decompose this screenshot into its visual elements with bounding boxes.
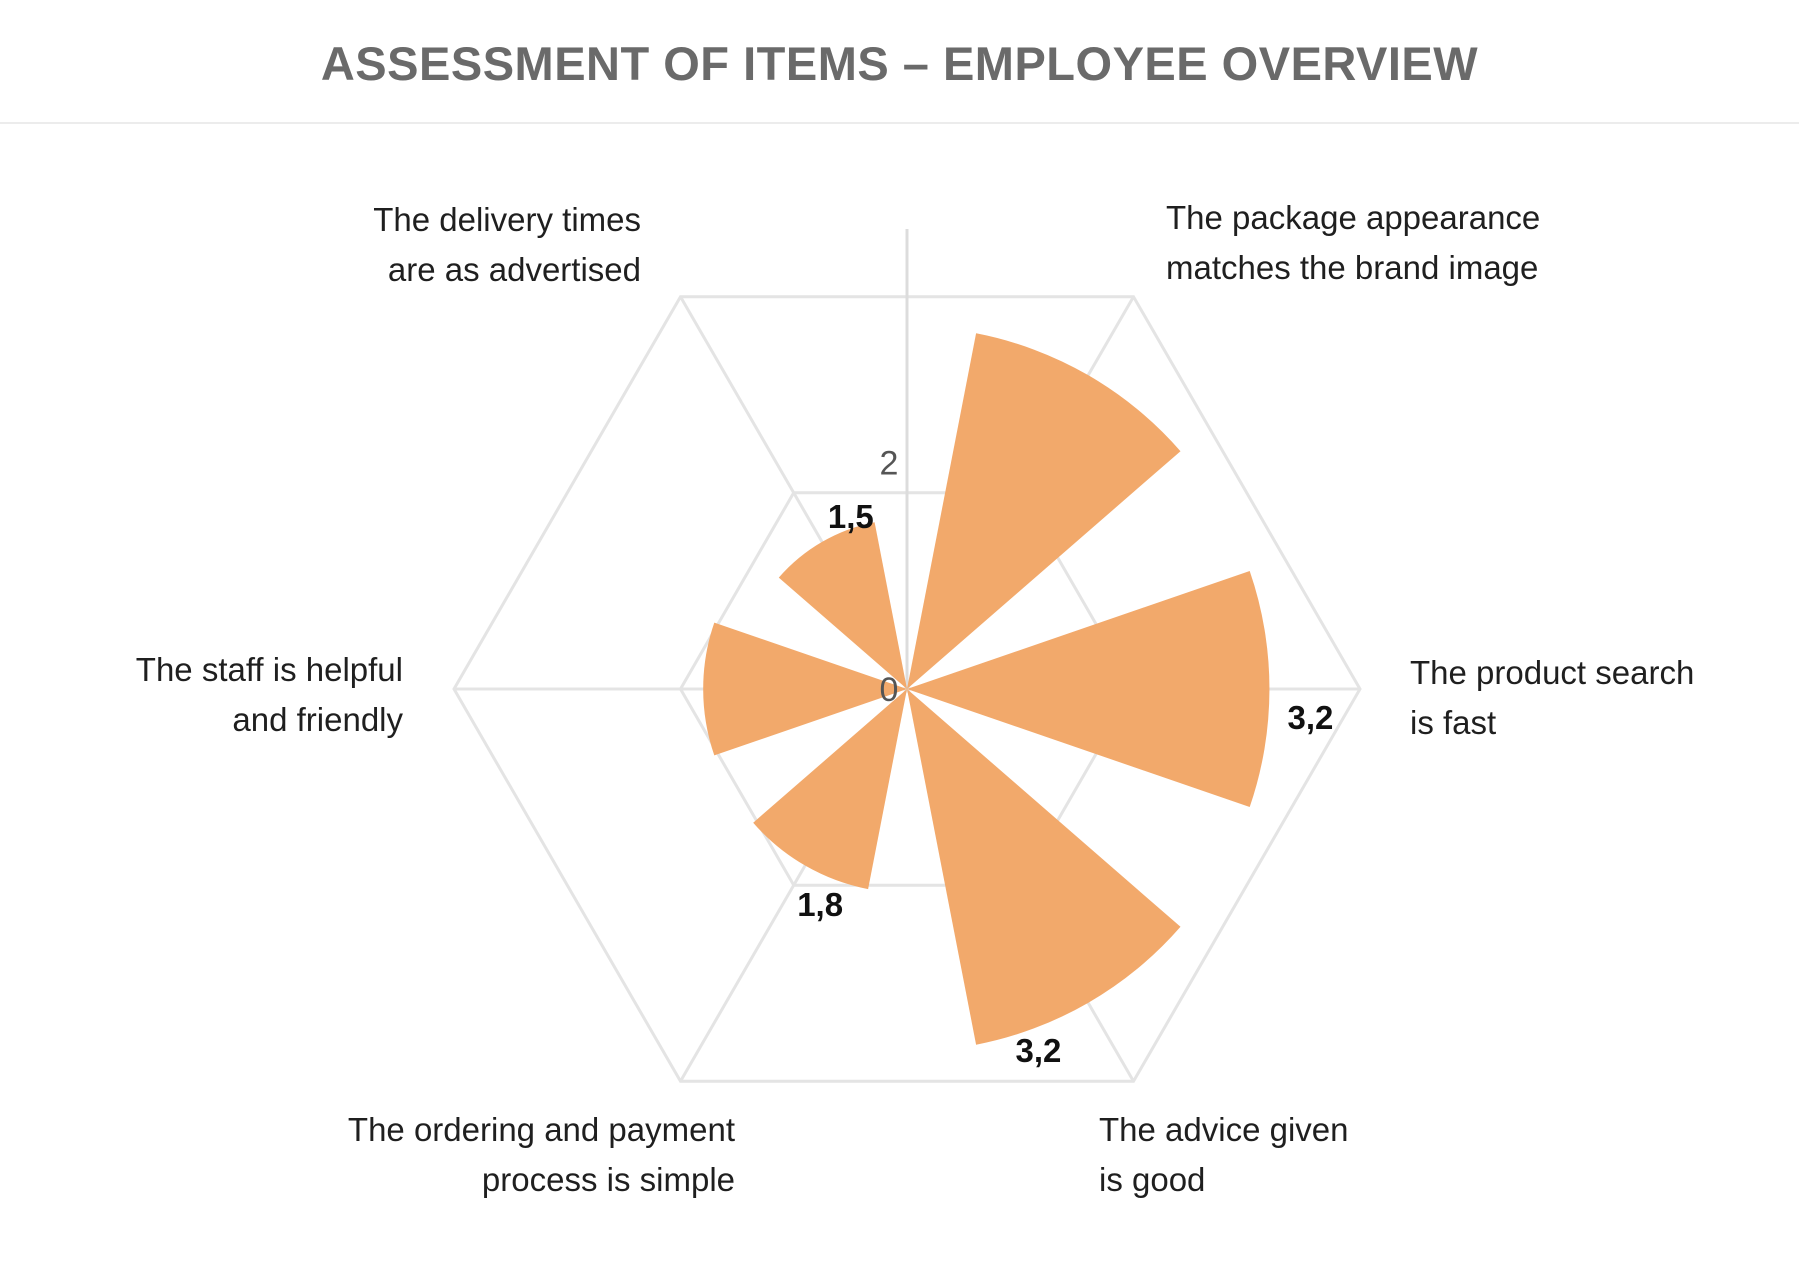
category-label-advice-given: The advice given is good xyxy=(1099,1105,1348,1205)
data-label: 3,2 xyxy=(1016,1032,1062,1069)
category-label-line: and friendly xyxy=(232,701,403,738)
wedge xyxy=(907,333,1181,689)
category-label-line: The product search xyxy=(1410,654,1695,691)
wedge xyxy=(907,571,1270,807)
category-label-line: process is simple xyxy=(481,1161,735,1198)
chart-title: ASSESSMENT OF ITEMS – EMPLOYEE OVERVIEW xyxy=(320,37,1479,90)
category-label-package-appearance: The package appearance matches the brand… xyxy=(1166,193,1540,293)
wedge xyxy=(907,689,1181,1045)
category-label-staff-helpful: The staff is helpful and friendly xyxy=(136,645,403,745)
data-label: 1,5 xyxy=(828,498,874,535)
category-label-line: is good xyxy=(1099,1161,1206,1198)
category-label-line: matches the brand image xyxy=(1166,249,1539,286)
data-label: 3,2 xyxy=(1287,699,1333,736)
chart-text: 0 2 3,2 3,2 1,8 1,5 xyxy=(797,445,1333,1070)
category-label-product-search: The product search is fast xyxy=(1410,648,1694,748)
radial-tick-label: 0 xyxy=(880,671,899,709)
data-label: 1,8 xyxy=(797,886,843,923)
wedge xyxy=(703,622,907,756)
category-label-line: The advice given xyxy=(1099,1111,1349,1148)
category-label-line: The delivery times xyxy=(373,201,641,238)
wedge xyxy=(778,522,907,689)
category-label-line: are as advertised xyxy=(387,251,641,288)
category-label-line: The ordering and payment xyxy=(347,1111,735,1148)
category-label-delivery-times: The delivery times are as advertised xyxy=(373,195,641,295)
category-label-line: The package appearance xyxy=(1166,199,1541,236)
category-label-ordering-payment: The ordering and payment process is simp… xyxy=(348,1105,735,1205)
chart-wedges xyxy=(703,333,1270,1045)
radial-tick-label: 2 xyxy=(880,445,899,483)
wedge xyxy=(753,689,907,890)
category-label-line: The staff is helpful xyxy=(135,651,403,688)
category-label-line: is fast xyxy=(1410,704,1497,741)
chart-header: ASSESSMENT OF ITEMS – EMPLOYEE OVERVIEW xyxy=(0,0,1799,124)
